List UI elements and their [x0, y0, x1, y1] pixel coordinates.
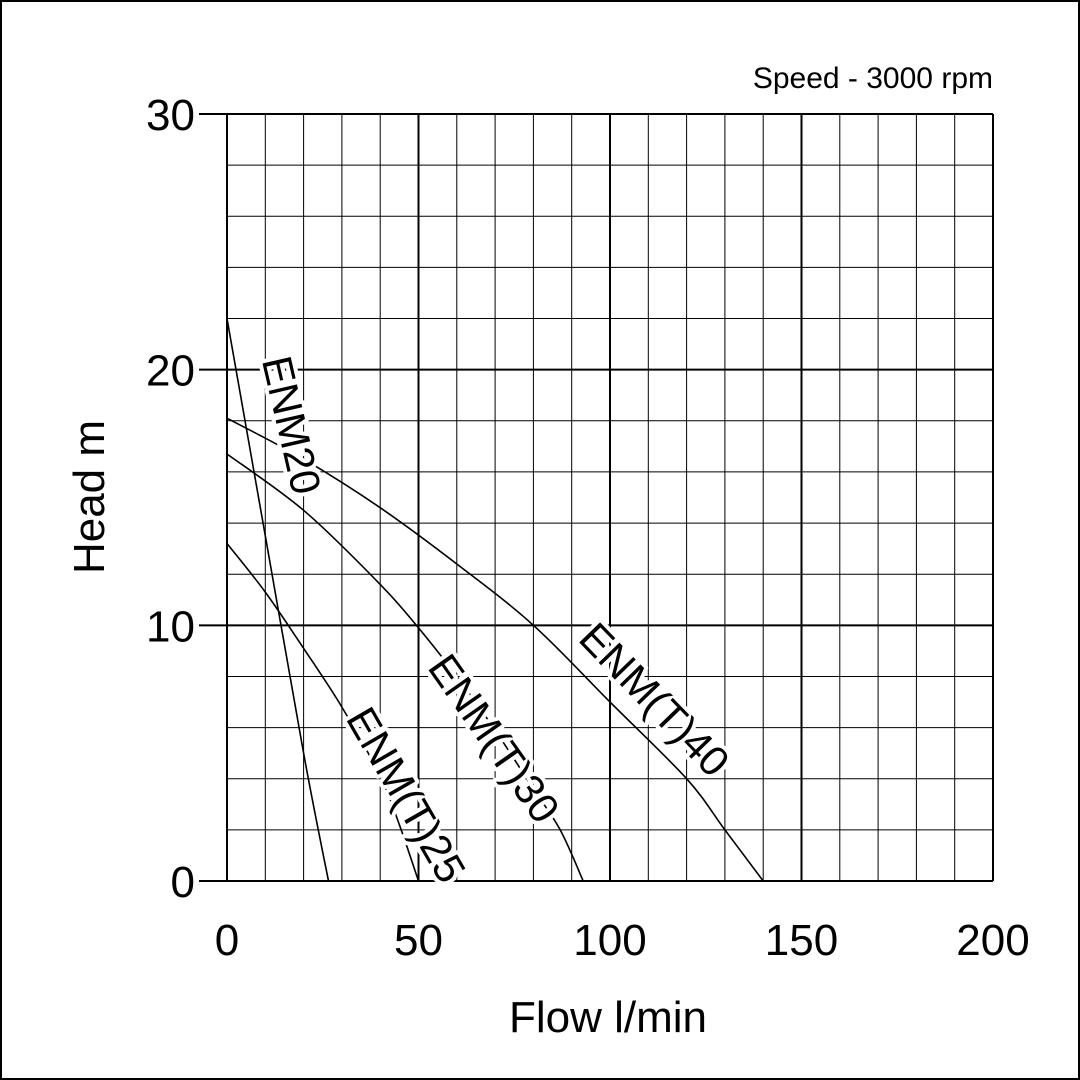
x-tick-label: 150 — [765, 916, 838, 965]
speed-annotation: Speed - 3000 rpm — [753, 62, 993, 95]
x-tick-label: 100 — [573, 916, 646, 965]
y-tick-label: 20 — [146, 347, 195, 396]
series-line-enm20 — [226, 318, 330, 882]
x-axis-label: Flow l/min — [509, 993, 707, 1042]
series-line-enm-t-25 — [226, 543, 420, 882]
x-tick-label: 200 — [956, 916, 1029, 965]
series-line-enm-t-30 — [226, 453, 584, 882]
series-line-enm-t-40 — [226, 417, 764, 882]
chart-grid — [199, 113, 994, 882]
y-tick-label: 0 — [171, 858, 195, 907]
chart-tick-labels: 0 50 100 150 200 0 10 20 30 — [146, 91, 1030, 965]
x-tick-label: 0 — [215, 916, 239, 965]
y-tick-label: 10 — [146, 602, 195, 651]
chart-curves — [226, 318, 764, 882]
y-tick-label: 30 — [146, 91, 195, 140]
y-axis-label: Head m — [65, 420, 114, 574]
x-tick-label: 50 — [394, 916, 443, 965]
